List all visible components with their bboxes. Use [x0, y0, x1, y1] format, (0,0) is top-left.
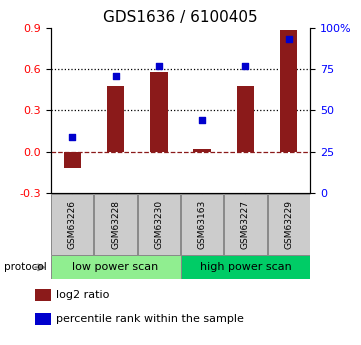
Title: GDS1636 / 6100405: GDS1636 / 6100405	[103, 10, 258, 25]
Point	[243, 63, 248, 68]
Bar	[51, 255, 180, 279]
Bar	[35, 289, 51, 301]
Text: GSM63228: GSM63228	[111, 200, 120, 249]
Text: log2 ratio: log2 ratio	[56, 290, 109, 300]
Bar	[94, 195, 137, 255]
Text: GSM63227: GSM63227	[241, 200, 250, 249]
Bar	[150, 72, 168, 152]
Bar	[193, 149, 211, 152]
Bar	[64, 152, 81, 168]
Bar	[51, 195, 93, 255]
Bar	[138, 195, 180, 255]
Bar	[180, 255, 310, 279]
Bar	[35, 313, 51, 325]
Bar	[268, 195, 310, 255]
Bar	[280, 30, 297, 152]
Bar	[224, 195, 267, 255]
Bar	[181, 195, 223, 255]
Point	[286, 37, 292, 42]
Text: GSM63229: GSM63229	[284, 200, 293, 249]
Text: GSM63163: GSM63163	[198, 200, 206, 249]
Point	[156, 63, 162, 68]
Point	[199, 118, 205, 123]
Text: high power scan: high power scan	[200, 263, 291, 272]
Text: GSM63226: GSM63226	[68, 200, 77, 249]
Text: protocol: protocol	[4, 263, 46, 272]
Text: percentile rank within the sample: percentile rank within the sample	[56, 314, 244, 324]
Bar	[107, 86, 124, 152]
Point	[69, 134, 75, 140]
Text: GSM63230: GSM63230	[155, 200, 163, 249]
Bar	[237, 86, 254, 152]
Point	[113, 73, 118, 78]
Text: low power scan: low power scan	[73, 263, 158, 272]
